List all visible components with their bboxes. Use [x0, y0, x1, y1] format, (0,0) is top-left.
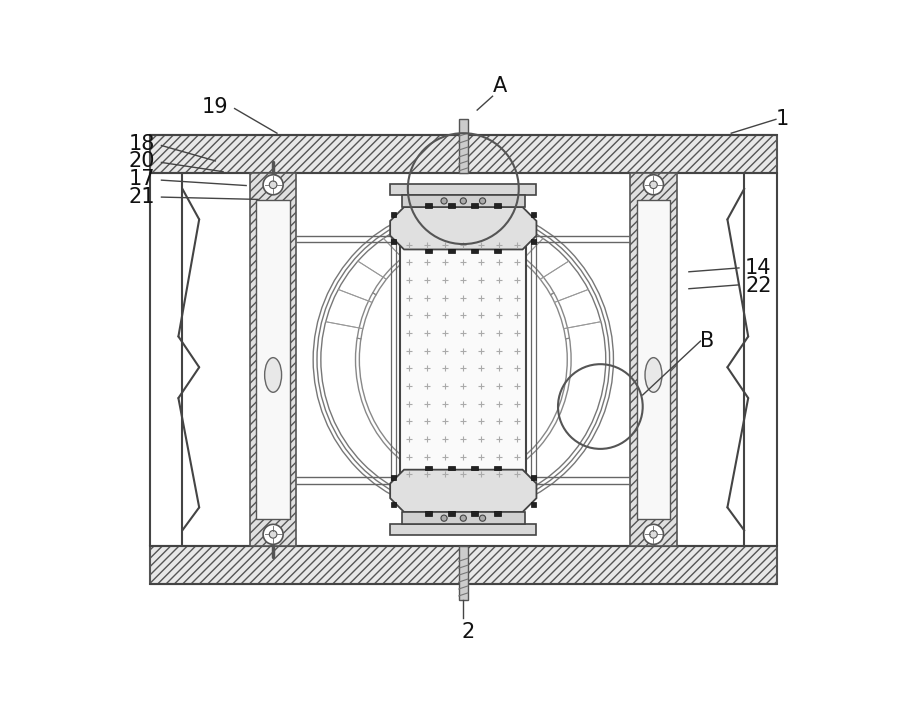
- Bar: [636, 200, 670, 519]
- Bar: [390, 524, 535, 535]
- Circle shape: [649, 181, 656, 189]
- Circle shape: [441, 198, 447, 204]
- Bar: [530, 502, 535, 507]
- Circle shape: [460, 198, 466, 204]
- Bar: [390, 239, 396, 244]
- Bar: [150, 546, 776, 585]
- Bar: [448, 466, 455, 471]
- Ellipse shape: [645, 357, 661, 392]
- Bar: [530, 475, 535, 480]
- Bar: [390, 212, 396, 217]
- Bar: [530, 239, 535, 244]
- Bar: [401, 512, 525, 524]
- Text: 22: 22: [744, 276, 771, 295]
- Circle shape: [649, 530, 656, 538]
- Bar: [494, 203, 501, 208]
- Bar: [470, 203, 478, 208]
- Circle shape: [269, 181, 276, 189]
- Circle shape: [263, 174, 283, 195]
- Text: 20: 20: [128, 151, 155, 171]
- Text: 18: 18: [129, 134, 155, 154]
- Text: 17: 17: [128, 169, 155, 189]
- Text: 2: 2: [461, 622, 474, 642]
- Bar: [250, 173, 296, 546]
- Bar: [401, 195, 525, 207]
- Bar: [424, 248, 432, 253]
- Bar: [448, 511, 455, 516]
- Bar: [470, 511, 478, 516]
- Bar: [390, 475, 396, 480]
- Circle shape: [643, 174, 663, 195]
- Bar: [629, 173, 675, 546]
- Bar: [448, 248, 455, 253]
- Bar: [250, 173, 296, 546]
- Bar: [458, 120, 468, 173]
- Bar: [458, 546, 468, 600]
- Bar: [494, 466, 501, 471]
- Bar: [470, 248, 478, 253]
- Bar: [256, 200, 290, 519]
- Text: A: A: [492, 76, 507, 96]
- Bar: [400, 236, 526, 483]
- Text: 21: 21: [128, 187, 155, 207]
- Circle shape: [479, 515, 485, 521]
- Bar: [424, 466, 432, 471]
- Bar: [448, 203, 455, 208]
- Ellipse shape: [265, 357, 281, 392]
- Bar: [150, 135, 776, 173]
- Circle shape: [269, 530, 276, 538]
- Polygon shape: [390, 207, 535, 249]
- Bar: [629, 173, 675, 546]
- Circle shape: [263, 524, 283, 545]
- Bar: [494, 511, 501, 516]
- Text: 19: 19: [201, 97, 228, 117]
- Text: 14: 14: [744, 258, 771, 278]
- Bar: [150, 135, 776, 173]
- Text: 1: 1: [775, 110, 788, 130]
- Bar: [494, 248, 501, 253]
- Circle shape: [441, 515, 447, 521]
- Bar: [470, 466, 478, 471]
- Bar: [530, 212, 535, 217]
- Circle shape: [479, 198, 485, 204]
- Bar: [150, 546, 776, 585]
- Polygon shape: [390, 470, 535, 512]
- Bar: [424, 511, 432, 516]
- Circle shape: [460, 515, 466, 521]
- Circle shape: [643, 524, 663, 545]
- Bar: [390, 184, 535, 195]
- Bar: [424, 203, 432, 208]
- Text: B: B: [700, 331, 714, 351]
- Bar: [390, 502, 396, 507]
